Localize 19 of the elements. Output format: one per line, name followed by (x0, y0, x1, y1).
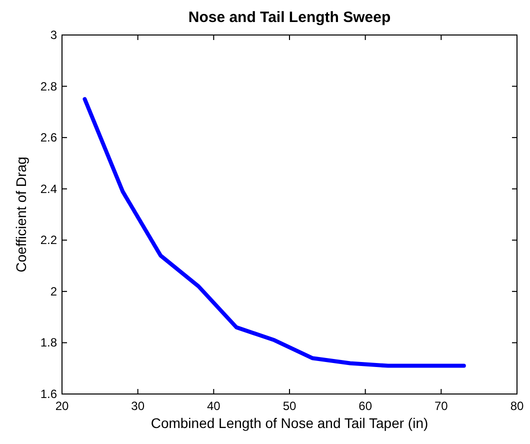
y-axis-title: Coefficient of Drag (13, 156, 29, 272)
y-tick-label: 3 (50, 28, 58, 42)
chart-title: Nose and Tail Length Sweep (188, 9, 391, 26)
y-tick-label: 1.6 (40, 387, 58, 401)
x-axis-title: Combined Length of Nose and Tail Taper (in) (150, 415, 428, 431)
y-tick-label: 2.6 (40, 130, 58, 145)
x-tick-label: 80 (510, 399, 524, 413)
x-tick-label: 70 (434, 399, 448, 413)
y-tick-label: 1.8 (40, 336, 58, 350)
y-tick-label: 2.4 (40, 182, 58, 196)
y-tick-label: 2 (50, 284, 58, 298)
line-series (82, 97, 466, 368)
x-tick-label: 50 (282, 399, 296, 413)
y-tick-label: 2.2 (40, 233, 58, 248)
x-tick-label: 30 (131, 399, 145, 413)
x-tick-label: 20 (55, 399, 69, 413)
x-tick-label: 60 (358, 399, 372, 413)
y-tick-label: 2.8 (40, 79, 58, 94)
x-tick-label: 40 (206, 399, 221, 413)
